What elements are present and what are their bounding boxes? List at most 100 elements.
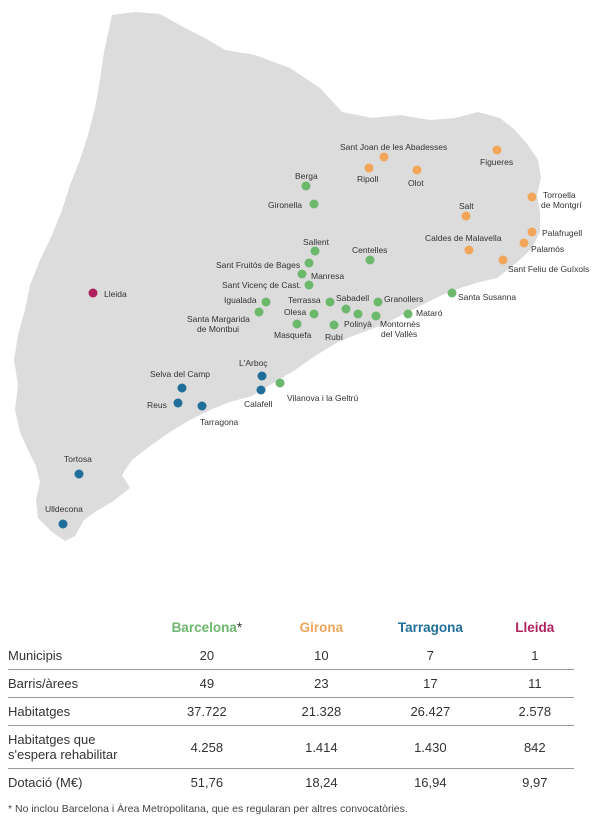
place-label-line: del Vallès [381,329,417,339]
place-marker [74,469,84,479]
table-header-row: Barcelona* Girona Tarragona Lleida [8,618,574,642]
table-cell: 9,97 [522,775,548,790]
place-marker [329,320,339,330]
row-label: Barris/àrees [8,669,136,698]
catalonia-map: Sant Joan de les Abadesses Figueres Ripo… [14,12,589,541]
place-marker [412,165,422,175]
place-label: Mataró [416,308,443,318]
asterisk: * [236,619,243,635]
place-label: Montornès del Vallès [380,319,423,339]
place-marker [275,378,285,388]
place-label: Sant Joan de les Abadesses [340,142,447,152]
table-cell: 37.722 [136,697,278,726]
place-marker [403,309,413,319]
place-marker [257,371,267,381]
table-cell: 4.258 [136,725,278,769]
catalonia-shape [14,12,541,541]
place-label: Sant Vicenç de Cast. [222,280,301,290]
table-cell: 842 [495,725,574,769]
place-label: Granollers [384,294,423,304]
place-label-line: de Montbui [197,324,239,334]
place-label: Olesa [284,307,306,317]
place-label: Caldes de Malavella [425,233,502,243]
place-label: Centelles [352,245,387,255]
place-label: Igualada [224,295,257,305]
place-marker [309,309,319,319]
footnote: * No inclou Barcelona i Àrea Metropolita… [8,803,408,815]
place-marker [371,311,381,321]
table-cell: 23 [277,669,366,698]
place-marker [373,297,383,307]
table-row: Barris/àrees 49 23 17 11 [8,669,574,698]
place-label: Calafell [244,399,272,409]
place-label: Manresa [311,271,344,281]
table-row: Habitatges que s'espera rehabilitar 4.25… [8,725,574,769]
place-marker [461,211,471,221]
place-marker [365,255,375,265]
header-text: Barcelona [171,619,237,635]
column-header-lleida: Lleida [515,619,555,635]
place-marker [527,192,537,202]
row-label: Dotació (M€) [8,775,83,790]
place-marker [309,199,319,209]
table-corner [8,618,136,642]
place-marker [173,398,183,408]
place-label: Tortosa [64,454,92,464]
place-label: Santa Susanna [458,292,516,302]
table-row: Dotació (M€) 51,76 18,24 16,94 9,97 [8,769,574,797]
place-label: Santa Margarida de Montbui [187,314,252,334]
place-marker [353,309,363,319]
place-marker [310,246,320,256]
place-marker [492,145,502,155]
table-row: Municipis 20 10 7 1 [8,642,574,670]
place-label: Lleida [104,289,127,299]
place-label: Selva del Camp [150,369,210,379]
place-marker [261,297,271,307]
place-label: Salt [459,201,474,211]
place-marker [464,245,474,255]
table-cell: 1.414 [277,725,366,769]
column-header-tarragona: Tarragona [397,619,463,635]
column-header-barcelona: Barcelona* [136,618,278,642]
place-marker [341,304,351,314]
place-label: Polinyà [344,319,372,329]
place-label: Reus [147,400,167,410]
place-label: Ulldecona [45,504,83,514]
place-marker [304,258,314,268]
place-label-line: Santa Margarida [187,314,250,324]
row-label: Habitatges que s'espera rehabilitar [8,725,136,769]
table-cell: 51,76 [190,775,224,790]
place-marker [197,401,207,411]
table-cell: 11 [495,669,574,698]
table-cell: 1 [495,642,574,670]
place-marker [364,163,374,173]
place-marker [519,238,529,248]
table-cell: 1.430 [365,725,496,769]
column-header-girona: Girona [299,619,344,635]
place-label: Rubí [325,332,344,342]
place-label: Sant Fruitós de Bages [216,260,300,270]
table-cell: 10 [277,642,366,670]
place-label-line: Montornès [380,319,420,329]
place-label: Tarragona [200,417,239,427]
row-label: Habitatges [8,697,136,726]
place-label-line: de Montgrí [541,200,582,210]
place-label: Terrassa [288,295,321,305]
place-marker [379,152,389,162]
place-label: Palafrugell [542,228,582,238]
place-label: Gironella [268,200,302,210]
table-cell: 17 [365,669,496,698]
place-label: Palamós [531,244,564,254]
place-label: Sallent [303,237,330,247]
place-label: L'Arboç [239,358,268,368]
place-marker [58,519,68,529]
place-label: Sabadell [336,293,369,303]
place-label: Figueres [480,157,513,167]
place-label: Berga [295,171,318,181]
place-label: Vilanova i la Geltrú [287,393,358,403]
place-marker [447,288,457,298]
table-cell: 16,94 [414,775,447,790]
row-label: Municipis [8,642,136,670]
place-label: Olot [408,178,424,188]
place-label: Ripoll [357,174,378,184]
